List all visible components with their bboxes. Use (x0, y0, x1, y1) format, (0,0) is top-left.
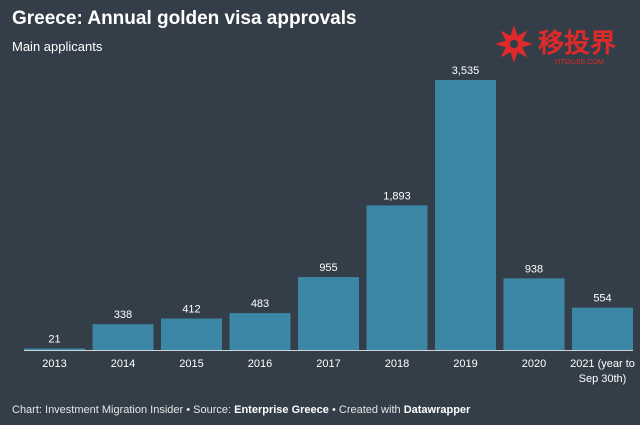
value-label: 1,893 (383, 190, 411, 202)
value-label: 338 (114, 309, 132, 321)
footer-tool: Datawrapper (403, 404, 471, 416)
category-label: 2013 (42, 358, 66, 370)
footer-prefix: Chart: Investment Migration Insider • So… (12, 404, 235, 416)
value-label: 3,535 (452, 65, 480, 77)
bar-2019 (435, 80, 496, 350)
bars-group (24, 80, 633, 350)
value-label: 554 (593, 293, 611, 305)
logo-domain-text: YITOUJIE.COM (554, 59, 604, 66)
category-label: 2015 (179, 358, 203, 370)
value-labels-group: 21 338 412 483 955 1,893 3,535 938 554 (48, 65, 611, 345)
value-label: 955 (319, 262, 337, 274)
category-label: 2014 (111, 358, 135, 370)
footer-source: Enterprise Greece (234, 404, 329, 416)
red-flower-icon (495, 25, 533, 63)
category-labels-group: 2013 2014 2015 2016 2017 2018 2019 2020 2021 (ye… (42, 358, 635, 385)
category-label: Sep 30th) (579, 373, 627, 385)
category-label: 2018 (385, 358, 409, 370)
category-label: 2020 (522, 358, 546, 370)
value-label: 412 (182, 304, 200, 316)
bar-2013 (24, 348, 85, 350)
bar-2016 (229, 313, 291, 350)
bar-2021 (572, 307, 633, 350)
bar-2014 (92, 324, 154, 350)
chart-footer: Chart: Investment Migration Insider • So… (12, 404, 470, 416)
bar-2020 (503, 278, 565, 350)
bar-2015 (161, 318, 222, 350)
logo: 移投界 YITOUJIE.COM (495, 25, 616, 66)
bar-2017 (298, 277, 359, 350)
value-label: 938 (525, 263, 543, 275)
logo-chinese-text: 移投界 (538, 29, 616, 59)
bar-2018 (366, 205, 428, 350)
category-label: 2019 (453, 358, 477, 370)
chart-title: Greece: Annual golden visa approvals (12, 8, 357, 29)
value-label: 483 (251, 298, 269, 310)
footer-middle: • Created with (328, 404, 404, 416)
category-label: 2016 (248, 358, 272, 370)
category-label: 2017 (316, 358, 340, 370)
category-label: 2021 (year to (570, 358, 635, 370)
value-label: 21 (48, 333, 60, 345)
chart-subtitle: Main applicants (12, 39, 103, 54)
